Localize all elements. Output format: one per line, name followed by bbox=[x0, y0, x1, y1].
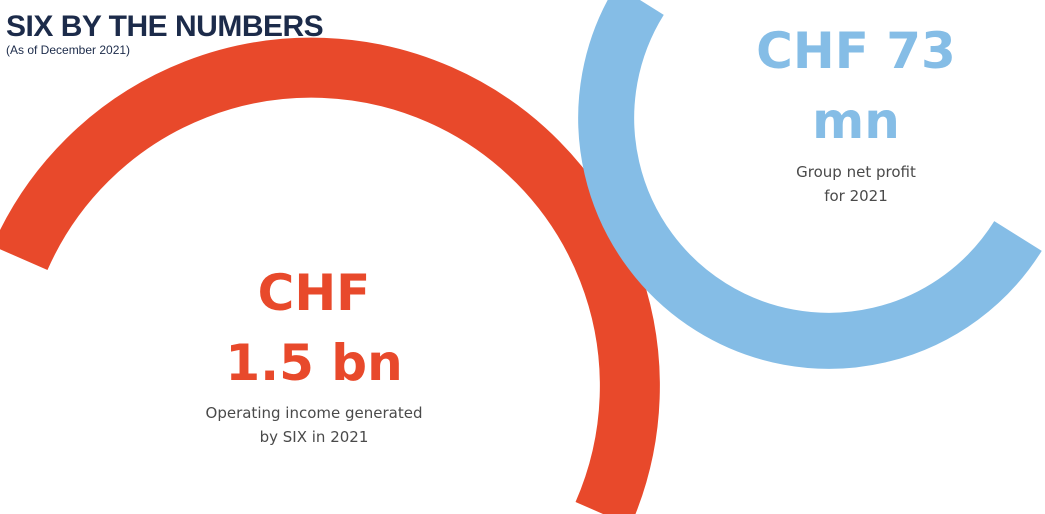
stat-value: CHF bbox=[258, 264, 371, 322]
stat-description: Operating income generated bbox=[206, 404, 423, 422]
stat-description: for 2021 bbox=[824, 187, 888, 205]
stat-description: Group net profit bbox=[796, 163, 916, 181]
stat-description: by SIX in 2021 bbox=[260, 428, 369, 446]
stat-value: mn bbox=[812, 92, 900, 150]
red-arc bbox=[0, 37, 660, 514]
blue-arc bbox=[578, 0, 1042, 369]
stat-value: 1.5 bn bbox=[225, 334, 402, 392]
stat-value: CHF 73 bbox=[756, 22, 956, 80]
title: SIX BY THE NUMBERS bbox=[6, 10, 323, 43]
subtitle: (As of December 2021) bbox=[6, 43, 130, 57]
